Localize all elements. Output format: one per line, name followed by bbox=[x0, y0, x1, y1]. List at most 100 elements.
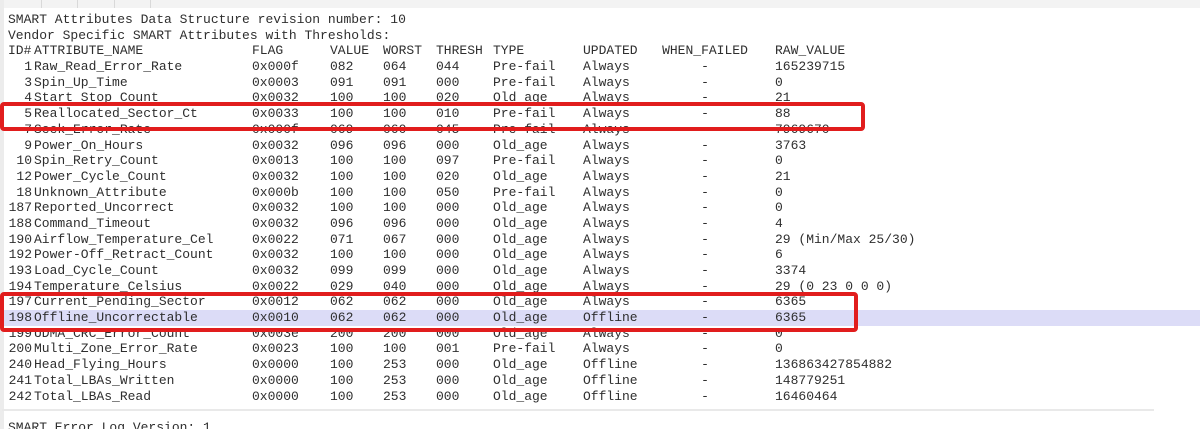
cell-name: Power-Off_Retract_Count bbox=[34, 247, 214, 263]
col-header-worst: WORST bbox=[383, 43, 423, 59]
cell-updated: Always bbox=[583, 168, 630, 184]
cell-name: UDMA_CRC_Error_Count bbox=[34, 325, 191, 341]
cell-raw-value: 0 bbox=[775, 153, 783, 169]
cell-thresh: 000 bbox=[436, 137, 460, 153]
cell-value: 099 bbox=[330, 263, 354, 278]
cell-thresh: 000 bbox=[436, 215, 460, 231]
cell-worst: 200 bbox=[383, 325, 407, 341]
cell-flag: 0x0032 bbox=[252, 200, 299, 216]
cell-updated: Always bbox=[583, 74, 630, 90]
cell-raw-value: 165239715 bbox=[775, 59, 846, 75]
table-row: 192 Power-Off_Retract_Count 0x0032 100 100 00… bbox=[8, 247, 1200, 263]
blank-line bbox=[8, 404, 1200, 420]
table-row: 188 Command_Timeout 0x0032 096 096 000 Old_age… bbox=[8, 216, 1200, 232]
cell-updated: Offline bbox=[583, 372, 638, 388]
cell-when-failed: - bbox=[701, 153, 709, 169]
cell-id: 240 bbox=[8, 357, 32, 373]
cell-raw-value: 6 bbox=[775, 247, 783, 263]
cell-type: Pre-fail bbox=[493, 74, 556, 90]
cell-type: Old_age bbox=[493, 357, 548, 373]
cell-worst: 060 bbox=[383, 121, 407, 137]
cell-flag: 0x0022 bbox=[252, 278, 299, 294]
cell-when-failed: - bbox=[701, 231, 709, 247]
cell-updated: Always bbox=[583, 215, 630, 231]
cell-flag: 0x0013 bbox=[252, 153, 299, 169]
cell-flag: 0x003e bbox=[252, 325, 299, 341]
cell-raw-value: 136863427854882 bbox=[775, 357, 893, 373]
cell-when-failed: - bbox=[701, 341, 709, 357]
col-header-type: TYPE bbox=[493, 43, 525, 59]
cell-id: 241 bbox=[8, 372, 32, 388]
cell-raw-value: 0 bbox=[775, 325, 783, 341]
cell-type: Pre-fail bbox=[493, 153, 556, 169]
cell-when-failed: - bbox=[701, 106, 709, 122]
cell-name: Raw_Read_Error_Rate bbox=[34, 59, 183, 75]
cell-when-failed: - bbox=[701, 372, 709, 388]
cell-worst: 253 bbox=[383, 372, 407, 388]
table-row: 197 Current_Pending_Sector 0x0012 062 062 000… bbox=[8, 294, 1200, 310]
table-row: 190 Airflow_Temperature_Cel 0x0022 071 067 00… bbox=[8, 232, 1200, 248]
cell-when-failed: - bbox=[701, 325, 709, 341]
cell-worst: 100 bbox=[383, 184, 407, 200]
cell-when-failed: - bbox=[701, 59, 709, 75]
cell-thresh: 000 bbox=[436, 247, 460, 263]
table-header: ID# ATTRIBUTE_NAME FLAG VALUE WORST THRE… bbox=[8, 43, 1200, 59]
top-band-tick bbox=[77, 0, 78, 8]
cell-updated: Always bbox=[583, 184, 630, 200]
cell-when-failed: - bbox=[701, 278, 709, 294]
cell-flag: 0x0032 bbox=[252, 247, 299, 263]
cell-id: 199 bbox=[8, 325, 32, 341]
cell-id: 197 bbox=[8, 294, 32, 310]
cell-flag: 0x000f bbox=[252, 59, 299, 75]
table-row: 240 Head_Flying_Hours 0x0000 100 253 000 Old_a… bbox=[8, 357, 1200, 373]
cell-raw-value: 3374 bbox=[775, 263, 807, 278]
cell-value: 091 bbox=[330, 74, 354, 90]
cell-type: Old_age bbox=[493, 294, 548, 310]
table-body: 1 Raw_Read_Error_Rate 0x000f 082 064 044 Pre-f… bbox=[8, 59, 1200, 404]
cell-flag: 0x0032 bbox=[252, 215, 299, 231]
cell-updated: Always bbox=[583, 153, 630, 169]
cell-type: Old_age bbox=[493, 263, 548, 278]
cell-flag: 0x0000 bbox=[252, 388, 299, 404]
cell-when-failed: - bbox=[701, 215, 709, 231]
cell-id: 5 bbox=[24, 106, 32, 122]
cell-raw-value: 88 bbox=[775, 106, 791, 122]
cell-worst: 100 bbox=[383, 247, 407, 263]
cell-name: Airflow_Temperature_Cel bbox=[34, 231, 214, 247]
cell-raw-value: 148779251 bbox=[775, 372, 846, 388]
cell-worst: 100 bbox=[383, 168, 407, 184]
cell-type: Old_age bbox=[493, 168, 548, 184]
cell-thresh: 045 bbox=[436, 121, 460, 137]
cell-id: 4 bbox=[24, 90, 32, 106]
table-row: 1 Raw_Read_Error_Rate 0x000f 082 064 044 Pre-f… bbox=[8, 59, 1200, 75]
col-header-id: ID# bbox=[8, 43, 32, 59]
cell-thresh: 000 bbox=[436, 278, 460, 294]
cell-raw-value: 6365 bbox=[775, 310, 807, 326]
cell-name: Start_Stop_Count bbox=[34, 90, 159, 106]
cell-thresh: 097 bbox=[436, 153, 460, 169]
cell-updated: Always bbox=[583, 278, 630, 294]
cell-name: Spin_Retry_Count bbox=[34, 153, 159, 169]
cell-id: 193 bbox=[8, 263, 32, 278]
cell-value: 100 bbox=[330, 372, 354, 388]
cell-type: Old_age bbox=[493, 200, 548, 216]
cell-type: Old_age bbox=[493, 310, 548, 326]
cell-worst: 067 bbox=[383, 231, 407, 247]
cell-flag: 0x0000 bbox=[252, 372, 299, 388]
cell-updated: Always bbox=[583, 121, 630, 137]
cell-type: Old_age bbox=[493, 90, 548, 106]
cell-thresh: 020 bbox=[436, 168, 460, 184]
cell-updated: Always bbox=[583, 231, 630, 247]
table-row: 9 Power_On_Hours 0x0032 096 096 000 Old_age Alw… bbox=[8, 138, 1200, 154]
cell-id: 194 bbox=[8, 278, 32, 294]
top-band-tick bbox=[41, 0, 42, 8]
cell-type: Pre-fail bbox=[493, 184, 556, 200]
cell-id: 198 bbox=[8, 310, 32, 326]
cell-worst: 100 bbox=[383, 153, 407, 169]
cell-id: 190 bbox=[8, 231, 32, 247]
cell-flag: 0x0010 bbox=[252, 310, 299, 326]
cell-when-failed: - bbox=[701, 184, 709, 200]
cell-when-failed: - bbox=[701, 137, 709, 153]
cell-value: 200 bbox=[330, 325, 354, 341]
cell-type: Pre-fail bbox=[493, 106, 556, 122]
